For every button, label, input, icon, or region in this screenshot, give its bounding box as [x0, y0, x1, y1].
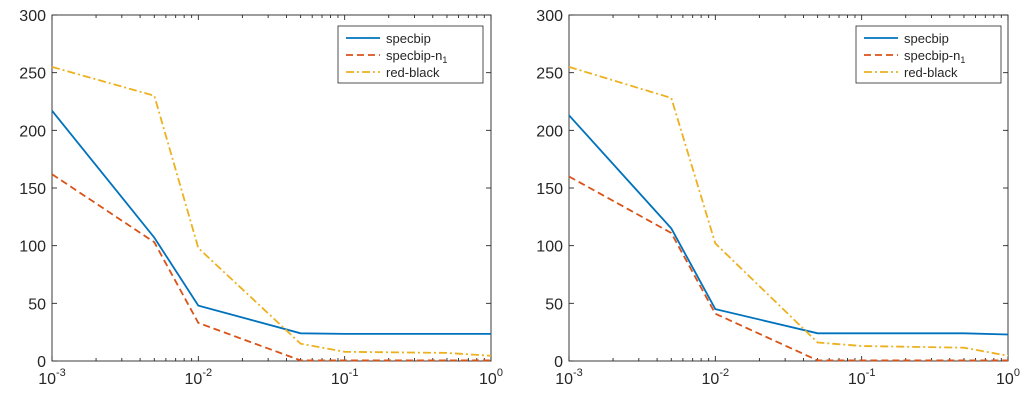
x-tick-exponent: 0 — [497, 367, 503, 379]
y-tick-label: 200 — [536, 123, 563, 140]
legend-entry-name: specbip — [386, 31, 431, 46]
legend-entry-name: red-black — [904, 65, 958, 80]
y-tick-label: 150 — [536, 181, 563, 198]
series-line-specbip — [568, 114, 1009, 336]
x-tick-exponent: -2 — [719, 367, 729, 379]
series-line-specbip-n1 — [568, 175, 1008, 362]
x-tick-base: 10 — [996, 371, 1014, 388]
y-tick-label: 50 — [545, 296, 563, 313]
x-tick-exponent: -1 — [866, 367, 876, 379]
x-tick-base: 10 — [38, 371, 56, 388]
x-tick-exponent: -1 — [349, 367, 359, 379]
x-tick-base: 10 — [555, 371, 573, 388]
x-tick-label: 10-3 — [555, 367, 583, 388]
y-tick-label: 300 — [536, 8, 563, 25]
x-tick-label: 10-1 — [848, 367, 876, 388]
x-tick-label: 10-2 — [702, 367, 730, 388]
x-tick-exponent: 0 — [1014, 367, 1020, 379]
x-tick-base: 10 — [848, 371, 866, 388]
x-tick-exponent: -2 — [202, 367, 212, 379]
series-line-red-black — [568, 66, 1009, 357]
x-tick-label: 100 — [479, 367, 503, 388]
legend-entry: specbip — [904, 31, 949, 46]
y-tick-label: 0 — [37, 354, 46, 371]
legend-entry: specbip — [386, 31, 431, 46]
legend-entry-subscript: 1 — [442, 55, 447, 65]
series-line-red-black — [51, 66, 492, 357]
y-tick-label: 300 — [19, 8, 46, 25]
legend-entry: specbip-n1 — [904, 48, 965, 65]
legend-entry-name: red-black — [386, 65, 440, 80]
y-tick-label: 200 — [19, 123, 46, 140]
x-tick-label: 10-2 — [185, 367, 213, 388]
y-tick-label: 250 — [536, 66, 563, 83]
x-tick-label: 10-3 — [38, 367, 66, 388]
y-tick-label: 100 — [19, 239, 46, 256]
x-tick-base: 10 — [702, 371, 720, 388]
legend-entry: red-black — [386, 65, 440, 80]
legend-entry: specbip-n1 — [386, 48, 447, 65]
x-tick-base: 10 — [331, 371, 349, 388]
x-tick-base: 10 — [479, 371, 497, 388]
y-tick-label: 50 — [28, 296, 46, 313]
x-tick-exponent: -3 — [56, 367, 66, 379]
series-line-specbip-n1 — [51, 173, 491, 362]
x-tick-base: 10 — [185, 371, 203, 388]
legend-entry-subscript: 1 — [960, 55, 965, 65]
y-tick-label: 0 — [554, 354, 563, 371]
legend-entry-name: specbip-n — [904, 48, 960, 63]
y-tick-label: 100 — [536, 239, 563, 256]
series-line-specbip — [51, 110, 491, 335]
legend-entry-name: specbip — [904, 31, 949, 46]
legend-entry: red-black — [904, 65, 958, 80]
y-tick-label: 250 — [19, 66, 46, 83]
x-tick-exponent: -3 — [573, 367, 583, 379]
x-tick-label: 10-1 — [331, 367, 359, 388]
y-tick-label: 150 — [19, 181, 46, 198]
legend-entry-name: specbip-n — [386, 48, 442, 63]
x-tick-label: 100 — [996, 367, 1020, 388]
